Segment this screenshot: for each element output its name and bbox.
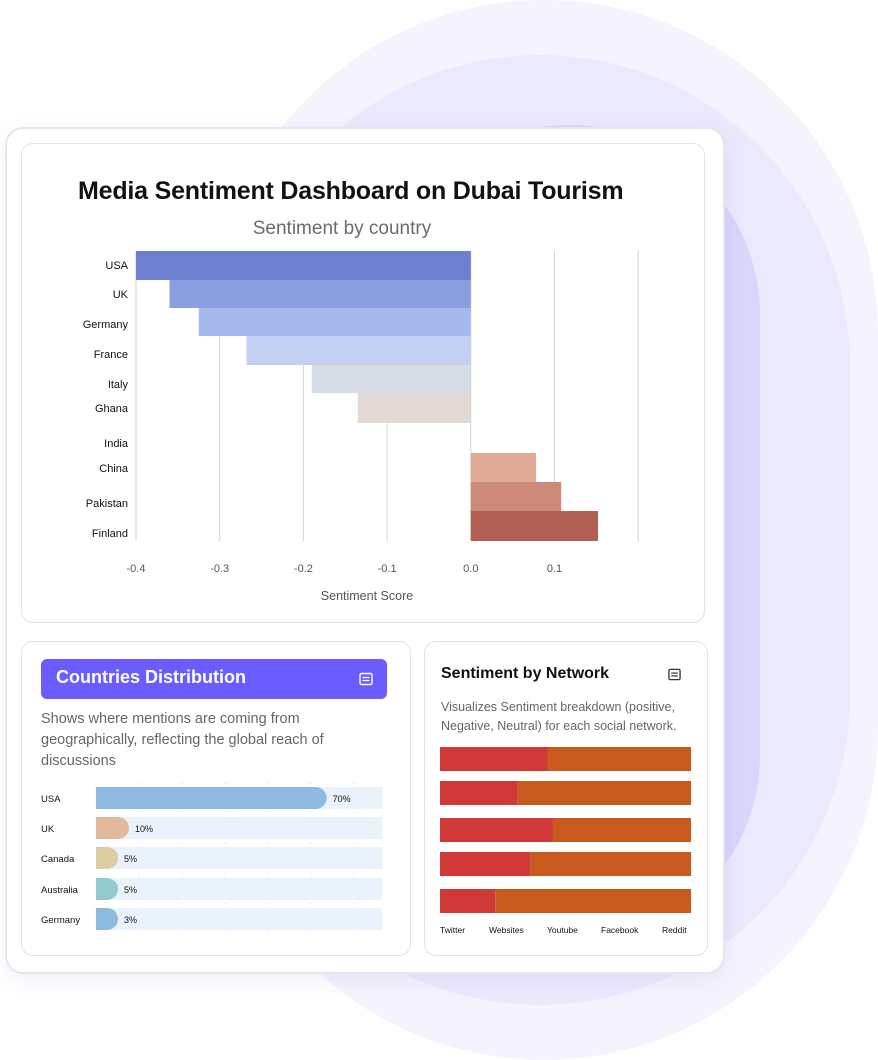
bar xyxy=(470,482,562,511)
x-tick-label: -0.4 xyxy=(127,563,146,575)
bar-track xyxy=(96,908,382,930)
data-label: 10% xyxy=(135,824,153,834)
bar-track xyxy=(96,817,382,839)
sentiment-by-network-card: Sentiment by Network Visualizes Sentimen… xyxy=(424,641,708,956)
y-tick-label: France xyxy=(94,349,128,361)
stacked-bar-segment xyxy=(440,852,531,876)
bar xyxy=(470,453,537,482)
bar-base xyxy=(96,908,108,930)
countries-distribution-description: Shows where mentions are coming from geo… xyxy=(41,711,324,769)
x-tick-label: -0.2 xyxy=(294,563,313,575)
y-tick-label: India xyxy=(104,438,129,450)
countries-distribution-chart: USA 70% UK 10% Canada 5% Australia 5% Germany 3% xyxy=(41,782,382,934)
bar xyxy=(246,336,471,365)
y-tick-label: UK xyxy=(113,289,129,301)
sentiment-by-network-description: Visualizes Sentiment breakdown (positive… xyxy=(441,700,677,733)
bar xyxy=(357,393,471,423)
bar-base xyxy=(96,847,108,869)
y-tick-label: Italy xyxy=(108,379,129,391)
y-tick-label: Germany xyxy=(41,915,80,926)
x-tick-label: Youtube xyxy=(547,925,578,935)
data-label: 70% xyxy=(333,794,351,804)
document-icon[interactable] xyxy=(668,668,681,681)
bar-track xyxy=(96,878,382,900)
bar xyxy=(311,365,471,393)
stacked-bar-segment xyxy=(547,747,691,771)
y-tick-label: Canada xyxy=(41,854,75,865)
dashboard-title: Media Sentiment Dashboard on Dubai Touri… xyxy=(78,177,624,205)
x-tick-label: -0.3 xyxy=(210,563,229,575)
stacked-bar-segment xyxy=(440,889,496,913)
data-label: 5% xyxy=(124,854,137,864)
chart-title: Sentiment by country xyxy=(252,218,432,239)
y-tick-label: China xyxy=(99,463,129,475)
bar xyxy=(96,787,327,809)
sentiment-by-network-title: Sentiment by Network xyxy=(441,665,610,682)
bar xyxy=(136,251,471,280)
stacked-bar-segment xyxy=(495,889,691,913)
y-tick-label: USA xyxy=(105,260,128,272)
countries-distribution-card: Countries Distribution Shows where menti… xyxy=(21,641,411,956)
countries-distribution-title: Countries Distribution xyxy=(56,667,246,687)
bar-base xyxy=(96,878,108,900)
stacked-bar-segment xyxy=(440,818,553,842)
x-tick-label: 0.1 xyxy=(547,563,562,575)
y-tick-label: UK xyxy=(41,824,55,835)
bar-track xyxy=(96,847,382,869)
stacked-bar-segment xyxy=(440,781,518,805)
y-tick-label: Finland xyxy=(92,528,128,540)
bar xyxy=(470,511,599,541)
data-label: 3% xyxy=(124,915,137,925)
x-tick-label: Websites xyxy=(489,925,524,935)
x-tick-label: 0.0 xyxy=(463,563,478,575)
y-tick-label: Australia xyxy=(41,885,79,896)
x-tick-label: Facebook xyxy=(601,925,639,935)
sentiment-by-network-chart: Twitter Websites Youtube Facebook Reddit xyxy=(440,747,691,935)
x-tick-label: -0.1 xyxy=(378,563,397,575)
document-icon[interactable] xyxy=(359,672,373,686)
y-tick-label: Germany xyxy=(83,319,129,331)
sentiment-by-country-chart: -0.4 -0.3 -0.2 -0.1 0.0 0.1 USA UK Germany France… xyxy=(83,251,639,603)
x-axis-label: Sentiment Score xyxy=(321,589,413,603)
bar xyxy=(169,280,471,308)
bar xyxy=(198,308,471,336)
countries-distribution-header: Countries Distribution xyxy=(41,659,387,699)
y-tick-label: USA xyxy=(41,794,61,805)
y-tick-label: Pakistan xyxy=(86,498,128,510)
y-tick-label: Ghana xyxy=(95,403,129,415)
bar-base xyxy=(96,817,108,839)
stacked-bar-segment xyxy=(440,747,548,771)
data-label: 5% xyxy=(124,885,137,895)
x-tick-label: Twitter xyxy=(440,925,465,935)
stacked-bar-segment xyxy=(517,781,691,805)
x-tick-label: Reddit xyxy=(662,925,687,935)
stacked-bar-segment xyxy=(552,818,691,842)
sentiment-by-country-card: Media Sentiment Dashboard on Dubai Touri… xyxy=(21,143,705,623)
bar-base xyxy=(96,787,108,809)
stacked-bar-segment xyxy=(530,852,691,876)
